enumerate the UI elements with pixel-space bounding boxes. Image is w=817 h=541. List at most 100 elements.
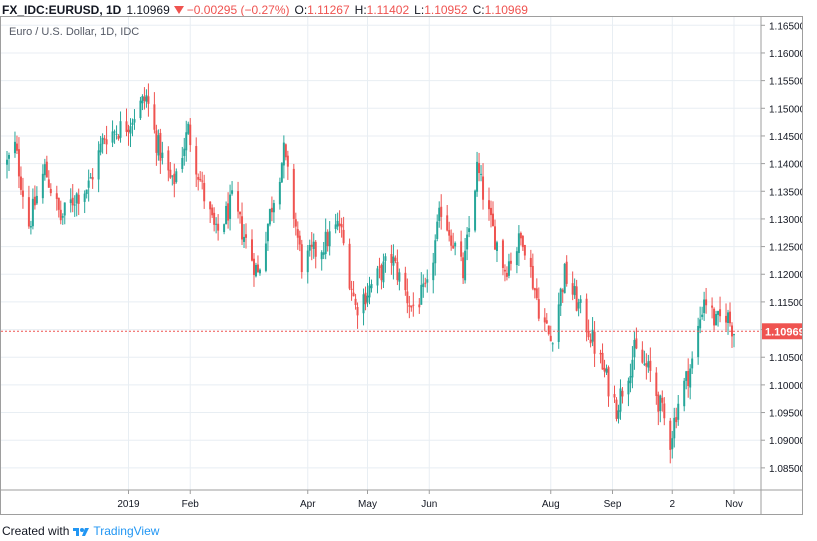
candle-body — [711, 305, 714, 308]
candle — [201, 171, 204, 190]
candle-body — [326, 232, 329, 247]
candle-body — [591, 329, 594, 342]
candle-body — [599, 352, 602, 355]
candle-body — [398, 272, 401, 282]
candle — [348, 238, 351, 291]
candle — [139, 96, 142, 120]
candle-body — [328, 231, 331, 247]
candle-body — [488, 200, 491, 210]
candle-body — [671, 438, 674, 450]
candle — [392, 244, 395, 280]
candle-body — [535, 288, 538, 299]
x-tick-label: 2 — [669, 499, 675, 510]
candle-body — [368, 285, 371, 298]
y-tick-label: 1.14000 — [769, 160, 802, 171]
candle — [75, 192, 78, 217]
candle-body — [175, 171, 178, 182]
candle — [647, 354, 650, 373]
candle — [87, 169, 90, 202]
candle-body — [45, 161, 48, 178]
x-tick-label: Nov — [725, 499, 743, 510]
candle-body — [521, 236, 524, 248]
y-tick-label: 1.09000 — [769, 436, 802, 447]
candle — [63, 202, 66, 225]
candle-body — [450, 235, 453, 246]
candle — [153, 92, 156, 134]
candle-body — [579, 299, 582, 303]
candle-body — [59, 209, 62, 221]
candle-body — [366, 295, 369, 303]
y-axis-ticks: 1.085001.090001.095001.100001.105001.110… — [761, 21, 802, 475]
chart-header: FX_IDC:EURUSD, 1D 1.10969 −0.00295 (−0.2… — [2, 2, 528, 18]
candle — [490, 200, 493, 228]
candle-body — [685, 371, 688, 381]
candle — [213, 207, 216, 232]
candle-body — [575, 286, 578, 311]
candle-body — [139, 100, 142, 119]
candle — [501, 238, 504, 276]
candle — [619, 379, 622, 420]
y-tick-label: 1.16500 — [769, 21, 802, 32]
candle-body — [705, 299, 708, 306]
symbol-label[interactable]: FX_IDC:EURUSD, 1D — [2, 3, 122, 17]
candle — [733, 333, 735, 348]
candle — [266, 223, 269, 251]
candle-body — [264, 243, 267, 271]
candle — [677, 394, 680, 426]
candle-body — [406, 291, 409, 304]
candle — [161, 141, 164, 165]
candle — [252, 253, 255, 287]
candle-body — [77, 194, 80, 204]
candle-body — [43, 164, 46, 176]
chart-frame[interactable]: 1.085001.090001.095001.100001.105001.110… — [0, 16, 803, 515]
candle — [503, 264, 506, 282]
candle — [19, 166, 22, 195]
candle — [250, 229, 253, 262]
close-value: 1.10969 — [484, 3, 528, 17]
candle-body — [133, 119, 136, 123]
candle — [117, 134, 120, 141]
x-axis-ticks: 2019 Feb Apr May Jun Aug Sep 2 Nov — [117, 490, 743, 510]
candle — [384, 253, 387, 273]
candle-body — [543, 317, 546, 323]
tradingview-logo-icon[interactable] — [73, 526, 90, 536]
candle-body — [298, 235, 301, 245]
candle-body — [6, 159, 8, 165]
candle — [286, 150, 289, 180]
candle — [593, 321, 596, 367]
candle-body — [145, 95, 148, 102]
candle — [689, 364, 692, 400]
candlestick-chart[interactable]: 1.085001.090001.095001.100001.105001.110… — [1, 17, 802, 514]
candle-body — [641, 349, 644, 363]
candle-body — [306, 250, 309, 273]
candle — [43, 158, 46, 181]
candle-body — [141, 96, 144, 104]
candle — [45, 155, 48, 178]
candle-body — [699, 319, 702, 329]
candle-body — [647, 361, 650, 368]
candle-body — [115, 133, 118, 135]
candle — [725, 303, 728, 331]
candle-body — [432, 262, 435, 281]
candle-body — [215, 223, 218, 225]
candle — [350, 280, 353, 301]
candle-body — [601, 352, 604, 370]
candle-body — [689, 368, 692, 388]
x-tick-label: Sep — [604, 499, 622, 510]
candle-body — [701, 314, 704, 317]
tradingview-brand[interactable]: TradingView — [93, 524, 160, 538]
candle-body — [227, 203, 230, 221]
candle — [29, 220, 32, 235]
candle-body — [292, 168, 295, 219]
candle-body — [531, 265, 534, 289]
candle — [256, 255, 259, 274]
candle — [300, 239, 303, 279]
candle-body — [663, 403, 666, 419]
candle-body — [480, 173, 483, 175]
candle — [436, 214, 439, 242]
candle-body — [619, 388, 622, 412]
candle — [175, 168, 178, 184]
candle — [294, 212, 297, 236]
candle — [705, 287, 708, 314]
candle — [557, 292, 560, 349]
